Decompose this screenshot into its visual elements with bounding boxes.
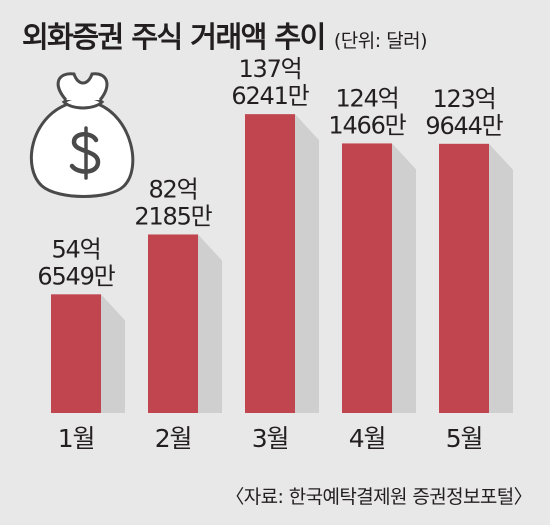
bar-shadow bbox=[392, 143, 416, 413]
bar-shadow bbox=[489, 143, 513, 413]
chart-title: 외화증권 주식 거래액 추이 bbox=[22, 20, 326, 54]
money-bag-dollar-icon bbox=[29, 72, 135, 198]
bar-shadow bbox=[295, 114, 319, 414]
x-tick-label-1: 1월 bbox=[58, 424, 95, 453]
x-tick-label-2: 2월 bbox=[155, 424, 192, 453]
x-tick-label-4: 4월 bbox=[349, 424, 386, 453]
bar-4 bbox=[342, 143, 392, 413]
bar-1-label-line-2: 6549만 bbox=[37, 262, 115, 290]
unit-label: (단위: 달러) bbox=[333, 30, 428, 52]
bar-2-label-line-1: 82억 bbox=[148, 175, 197, 203]
bar-3-label-line-1: 137억 bbox=[238, 55, 301, 83]
x-tick-label-3: 3월 bbox=[252, 424, 289, 453]
bar-shadow bbox=[101, 294, 125, 413]
bar-3-label-line-2: 6241만 bbox=[231, 82, 309, 110]
source-note: 〈자료: 한국예탁결제원 증권정보포털〉 bbox=[225, 486, 532, 508]
bar-1-label-line-1: 54억 bbox=[51, 235, 100, 263]
bar-2-label-line-2: 2185만 bbox=[134, 202, 212, 230]
bar-4-label-line-1: 124억 bbox=[335, 84, 398, 112]
bar-shadow bbox=[198, 234, 222, 413]
bar-5-label-line-1: 123억 bbox=[432, 85, 495, 113]
bar-4-label-line-2: 1466만 bbox=[328, 111, 406, 139]
bar-5-label-line-2: 9644만 bbox=[425, 112, 503, 140]
bar-3 bbox=[245, 114, 295, 414]
title-row: 외화증권 주식 거래액 추이 (단위: 달러) bbox=[22, 14, 428, 56]
bar-5 bbox=[439, 143, 489, 413]
bar-1 bbox=[51, 294, 101, 413]
bar-2 bbox=[148, 234, 198, 413]
x-tick-label-5: 5월 bbox=[446, 424, 483, 453]
